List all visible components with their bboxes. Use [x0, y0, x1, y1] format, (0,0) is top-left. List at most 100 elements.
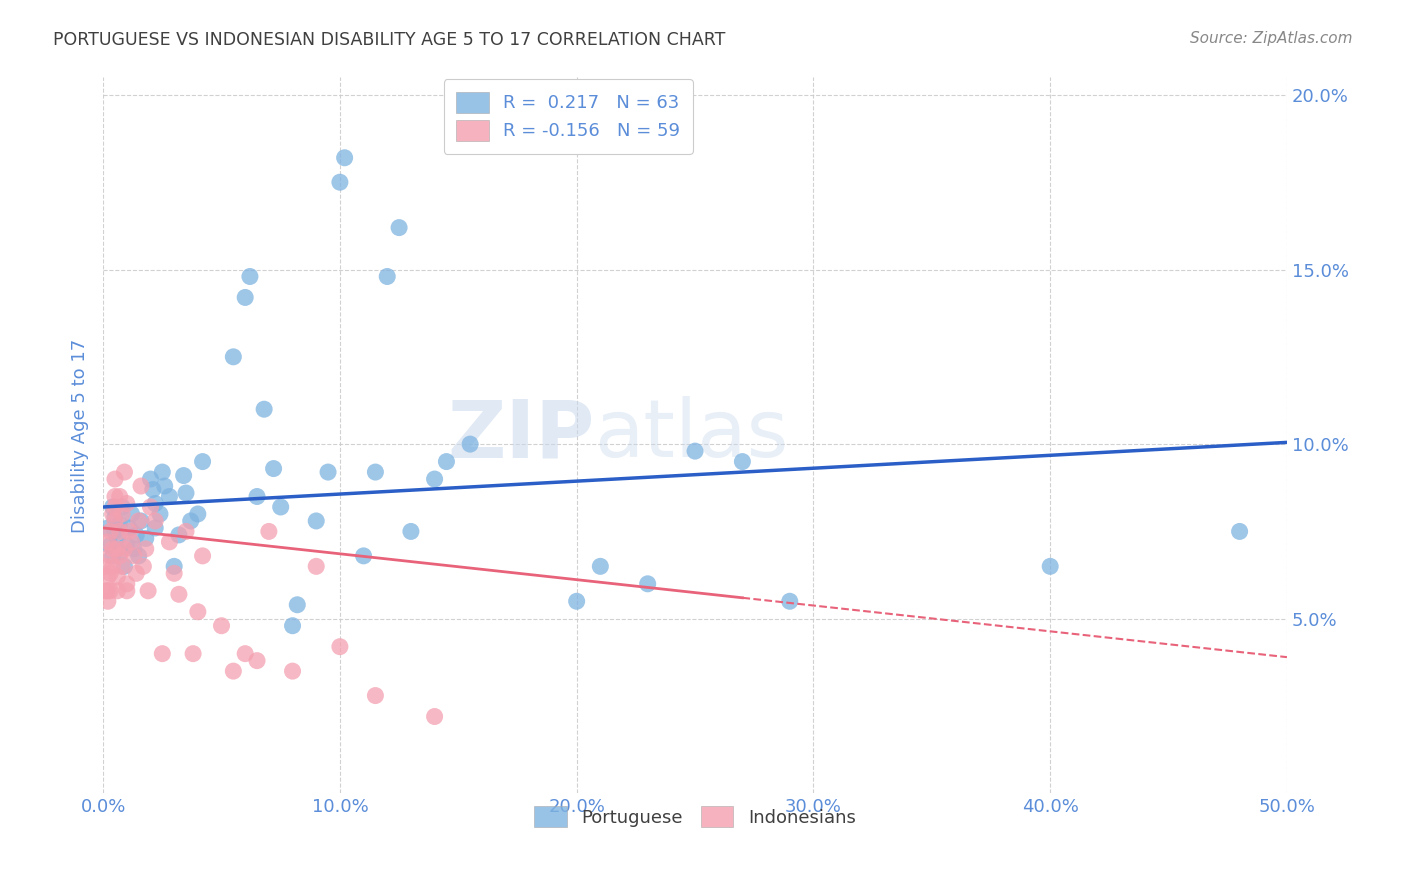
Point — [105, 532, 128, 546]
Point — [108, 517, 131, 532]
Point — [115, 538, 138, 552]
Text: ZIP: ZIP — [447, 396, 595, 475]
Point — [115, 583, 138, 598]
Point — [211, 618, 233, 632]
Point — [174, 524, 197, 539]
Point — [167, 528, 190, 542]
Point — [329, 175, 352, 189]
Point — [181, 647, 204, 661]
Point — [423, 709, 446, 723]
Point — [104, 514, 127, 528]
Point — [101, 541, 124, 556]
Point — [159, 490, 181, 504]
Point — [101, 507, 124, 521]
Point — [94, 583, 117, 598]
Point — [142, 483, 165, 497]
Point — [364, 689, 387, 703]
Point — [98, 524, 121, 539]
Point — [111, 500, 134, 514]
Point — [97, 570, 120, 584]
Point — [115, 577, 138, 591]
Point — [115, 496, 138, 510]
Point — [114, 541, 136, 556]
Point — [191, 454, 214, 468]
Point — [125, 566, 148, 581]
Point — [353, 549, 375, 563]
Point — [149, 507, 172, 521]
Point — [135, 541, 157, 556]
Point — [125, 528, 148, 542]
Point — [98, 538, 121, 552]
Point — [167, 587, 190, 601]
Point — [731, 454, 754, 468]
Point — [105, 583, 128, 598]
Point — [135, 532, 157, 546]
Point — [143, 514, 166, 528]
Point — [132, 559, 155, 574]
Point — [637, 577, 659, 591]
Point — [253, 402, 276, 417]
Point — [139, 500, 162, 514]
Point — [114, 465, 136, 479]
Point — [111, 559, 134, 574]
Point — [281, 618, 304, 632]
Point — [305, 514, 328, 528]
Point — [187, 605, 209, 619]
Point — [97, 521, 120, 535]
Point — [104, 472, 127, 486]
Point — [139, 472, 162, 486]
Point — [270, 500, 292, 514]
Point — [121, 535, 143, 549]
Point — [108, 549, 131, 563]
Point — [1229, 524, 1251, 539]
Point — [97, 583, 120, 598]
Point — [173, 468, 195, 483]
Point — [108, 490, 131, 504]
Point — [222, 350, 245, 364]
Point — [388, 220, 411, 235]
Point — [108, 524, 131, 539]
Point — [129, 514, 152, 528]
Point — [187, 507, 209, 521]
Point — [101, 549, 124, 563]
Point — [239, 269, 262, 284]
Point — [128, 549, 150, 563]
Point — [257, 524, 280, 539]
Point — [263, 461, 285, 475]
Point — [129, 479, 152, 493]
Point — [97, 594, 120, 608]
Point — [305, 559, 328, 574]
Point — [174, 486, 197, 500]
Point — [163, 566, 186, 581]
Point — [364, 465, 387, 479]
Point — [150, 465, 173, 479]
Point — [589, 559, 612, 574]
Point — [94, 559, 117, 574]
Point — [118, 524, 141, 539]
Point — [375, 269, 398, 284]
Point — [101, 500, 124, 514]
Point — [122, 549, 145, 563]
Point — [101, 559, 124, 574]
Point — [98, 583, 121, 598]
Point — [683, 444, 706, 458]
Point — [114, 559, 136, 574]
Point — [153, 479, 176, 493]
Point — [246, 654, 269, 668]
Point — [104, 524, 127, 539]
Point — [159, 535, 181, 549]
Y-axis label: Disability Age 5 to 17: Disability Age 5 to 17 — [72, 338, 89, 533]
Point — [121, 507, 143, 521]
Point — [104, 500, 127, 514]
Point — [150, 647, 173, 661]
Point — [118, 521, 141, 535]
Point — [98, 566, 121, 581]
Text: Source: ZipAtlas.com: Source: ZipAtlas.com — [1189, 31, 1353, 46]
Text: atlas: atlas — [595, 396, 789, 475]
Point — [163, 559, 186, 574]
Point — [329, 640, 352, 654]
Point — [108, 545, 131, 559]
Point — [105, 541, 128, 556]
Point — [143, 521, 166, 535]
Point — [136, 583, 159, 598]
